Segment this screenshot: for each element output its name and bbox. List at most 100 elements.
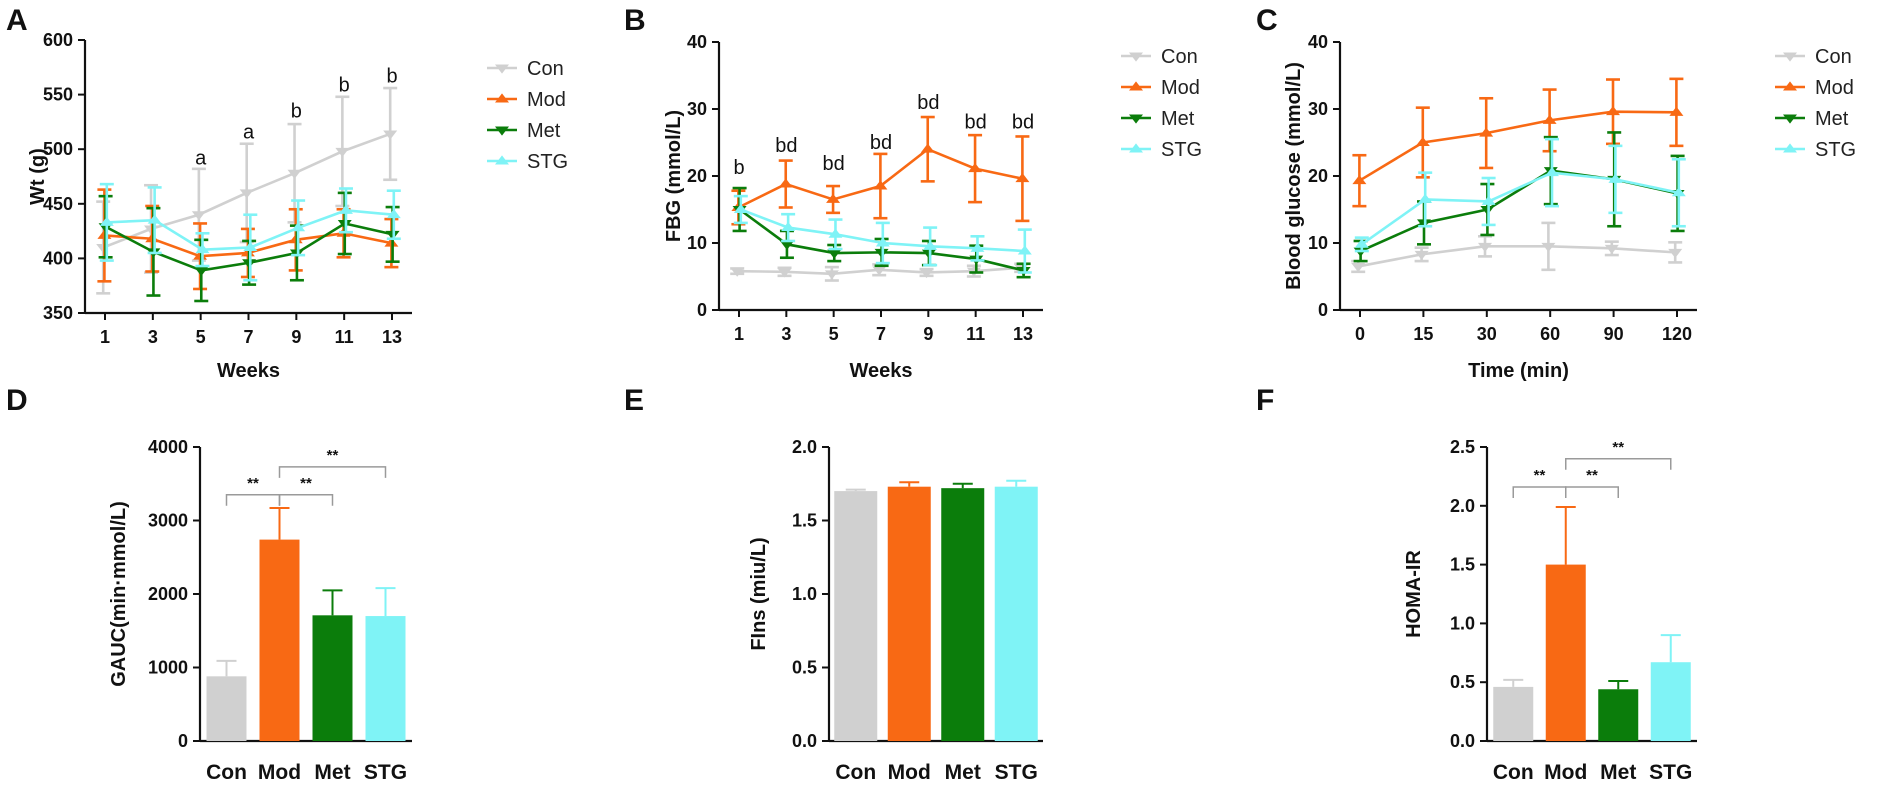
significance-letter: b [339, 74, 350, 96]
bracket-line [278, 494, 334, 506]
data-point-stg [195, 243, 210, 254]
y-axis-title: Wt (g) [27, 148, 49, 205]
x-tick-label: 9 [291, 327, 301, 347]
data-point-mod [1669, 106, 1684, 116]
data-point-con [824, 270, 839, 280]
panel-letter: D [6, 384, 28, 417]
legend-marker [1129, 114, 1143, 124]
x-tick-label: 60 [1540, 324, 1560, 344]
y-axis-title: GAUC(min·mmol/L) [108, 501, 130, 687]
y-axis-title: Blood glucose (mmol/L) [1283, 62, 1305, 290]
data-point-stg [923, 240, 938, 250]
bar-con [834, 491, 878, 741]
y-tick-label: 500 [43, 139, 73, 159]
data-point-con [191, 211, 206, 221]
significance-letter: b [291, 101, 302, 123]
series-stg [99, 182, 401, 282]
data-point-mod [826, 193, 841, 203]
legend-item-mod: Mod [1121, 77, 1200, 99]
series-line-con [1357, 245, 1676, 268]
data-point-stg [1418, 193, 1433, 203]
data-point-con [730, 267, 745, 277]
x-tick-label: 13 [382, 327, 402, 347]
y-tick-label: 0.0 [1450, 731, 1475, 751]
data-point-met [827, 249, 842, 259]
significance-letter: b [386, 66, 397, 88]
bracket-line [1565, 486, 1619, 498]
bar-mod [887, 486, 931, 741]
bracket-line [278, 466, 387, 478]
legend-item-mod: Mod [1775, 77, 1854, 99]
significance-letter: a [195, 147, 207, 169]
legend-marker [1129, 143, 1143, 153]
y-tick-label: 0.0 [792, 731, 817, 751]
y-tick-label: 40 [687, 32, 707, 52]
y-axis-title: FIns (miu/L) [748, 537, 770, 650]
legend-item-con: Con [487, 58, 564, 80]
series-stg [1354, 137, 1686, 253]
y-tick-label: 0.5 [792, 658, 817, 678]
data-point-con [872, 266, 887, 276]
legend-item-met: Met [1121, 108, 1195, 130]
y-tick-label: 20 [687, 166, 707, 186]
data-point-mod [1415, 136, 1430, 146]
legend-item-con: Con [1121, 46, 1198, 68]
data-point-stg [1354, 238, 1369, 248]
series-stg [733, 194, 1032, 274]
y-tick-label: 10 [1308, 233, 1328, 253]
x-category-label: Met [1600, 761, 1636, 784]
legend-marker [1783, 143, 1797, 153]
significance-letter: bd [1012, 111, 1034, 133]
x-tick-label: 13 [1013, 324, 1033, 344]
series-con [730, 262, 1029, 282]
significance-bracket: ** [1565, 439, 1672, 470]
legend-marker [1783, 52, 1797, 62]
bar-met [941, 488, 985, 741]
y-tick-label: 20 [1308, 166, 1328, 186]
legend-marker [1783, 81, 1797, 91]
x-category-label: Met [314, 761, 350, 784]
x-category-label: Met [945, 761, 981, 784]
data-point-stg [1671, 187, 1686, 197]
legend-marker [495, 64, 509, 74]
data-point-stg [828, 228, 843, 238]
legend-label: Met [1161, 108, 1195, 130]
y-tick-label: 0 [178, 731, 188, 751]
legend-marker [1129, 81, 1143, 91]
x-category-label: STG [364, 761, 407, 784]
significance-bracket: ** [1565, 467, 1619, 498]
data-point-mod [968, 162, 983, 173]
data-point-stg [147, 214, 162, 224]
data-point-stg [1017, 245, 1032, 255]
y-tick-label: 1.5 [1450, 555, 1475, 575]
bar-stg [1650, 662, 1691, 741]
panel-f: F 0.0 0.5 1.0 1.5 2.0 2.5 HOMA-IR Con Mod Met STG **… [1256, 384, 1697, 784]
x-category-label: Con [206, 761, 247, 784]
significance-bracket: ** [278, 447, 387, 478]
legend-item-stg: STG [487, 151, 568, 173]
legend-label: STG [527, 151, 568, 173]
panel-letter: F [1256, 384, 1274, 417]
y-tick-label: 450 [43, 194, 73, 214]
significance-letter: bd [823, 153, 845, 175]
x-tick-label: 5 [196, 327, 206, 347]
data-point-con [777, 268, 792, 278]
data-point-mod [873, 180, 888, 190]
significance-letter: bd [775, 135, 797, 157]
x-category-label: Mod [258, 761, 301, 784]
data-point-con [335, 147, 350, 158]
legend-label: Met [527, 120, 561, 142]
bar-mod [259, 539, 300, 741]
data-point-con [1478, 242, 1492, 253]
x-tick-label: 30 [1477, 324, 1497, 344]
y-tick-label: 2.5 [1450, 437, 1475, 457]
bar-met [312, 615, 353, 741]
data-point-stg [291, 222, 306, 232]
y-tick-label: 30 [1308, 99, 1328, 119]
data-point-met [194, 266, 209, 277]
y-tick-label: 2.0 [792, 437, 817, 457]
bracket-label: ** [1586, 467, 1598, 484]
bar-con [206, 676, 247, 741]
x-tick-label: 9 [923, 324, 933, 344]
